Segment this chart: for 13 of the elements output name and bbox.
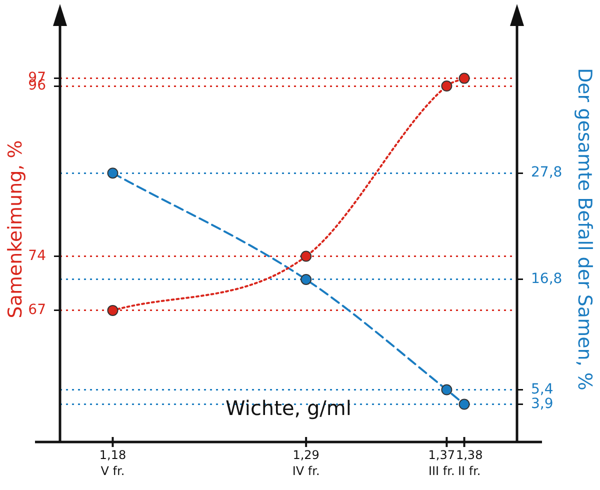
- x-tick-label: 1,37 III fr.: [428, 448, 455, 478]
- x-tick-label: 1,18 V fr.: [99, 448, 126, 478]
- x-tick-label: 1,29 IV fr.: [292, 448, 320, 478]
- y2-tick-label: 27,8: [531, 164, 562, 181]
- y-tick-label: 67: [28, 302, 46, 318]
- y2-axis-title: Der gesamte Befall der Samen, %: [574, 68, 596, 390]
- y2-tick-label: 5,4: [531, 381, 554, 398]
- y2-tick-label: 16,8: [531, 271, 562, 288]
- x-tick-label: 1,38 II fr.: [456, 448, 483, 478]
- x-axis-title: Wichte, g/ml: [226, 396, 352, 420]
- y2-tick-label: 3,9: [531, 396, 554, 412]
- y-tick-label: 74: [28, 248, 46, 264]
- y-axis-title: Samenkeimung, %: [4, 140, 26, 318]
